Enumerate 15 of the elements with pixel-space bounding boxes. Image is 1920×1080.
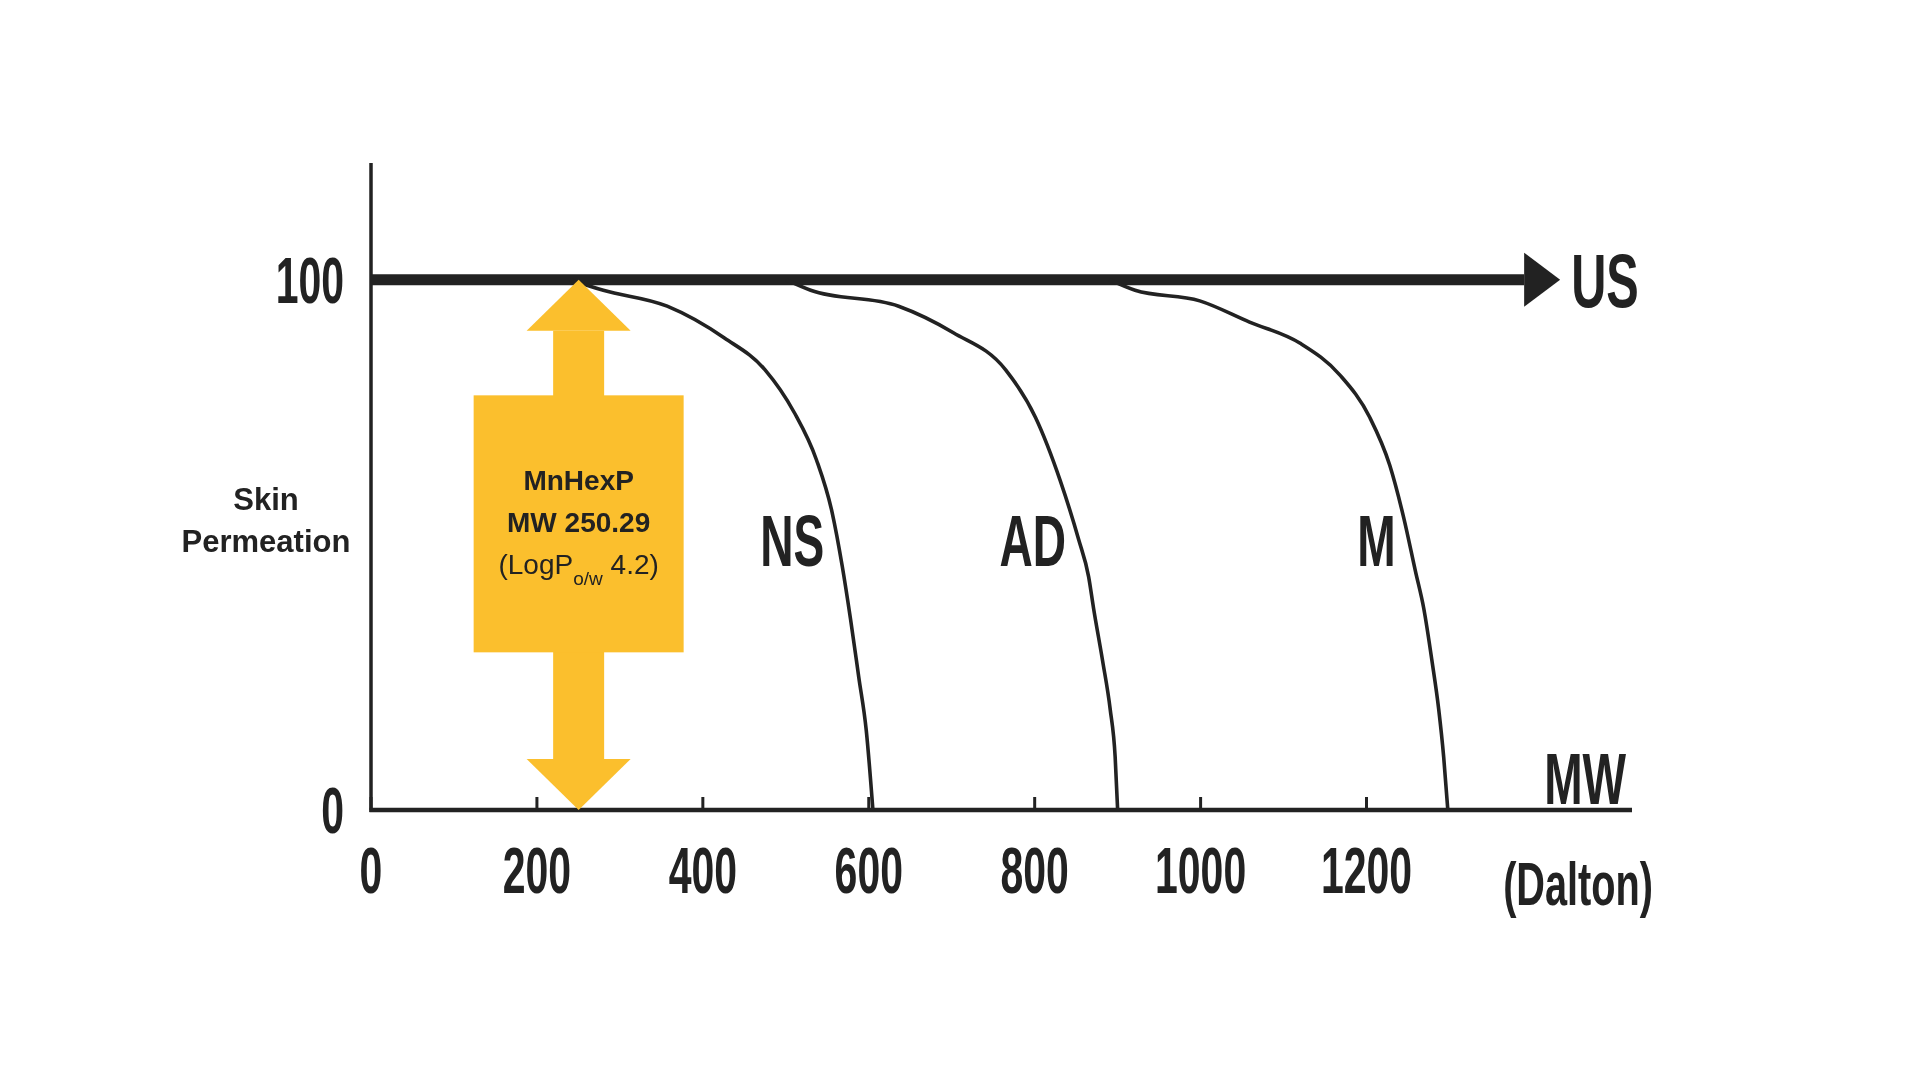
- x-axis-title: MW: [1544, 738, 1626, 820]
- x-tick-label: 400: [668, 834, 738, 907]
- x-tick-label: 200: [502, 834, 572, 907]
- series-label: AD: [999, 500, 1067, 582]
- x-tick-label: 1200: [1320, 834, 1413, 907]
- x-tick-label: 800: [1000, 834, 1069, 907]
- y-axis-title: Skin Permeation: [181, 481, 351, 559]
- series-label: US: [1571, 237, 1639, 324]
- text: (Dalton): [1503, 849, 1653, 919]
- x-tick-label: 1000: [1155, 834, 1247, 907]
- x-tick-label: 600: [834, 834, 903, 907]
- y-tick-label: 100: [275, 244, 344, 316]
- series-label: M: [1357, 500, 1396, 582]
- series-label: NS: [760, 500, 825, 582]
- ref-line-label: MnHexP MW 250.29 (LogP$_{o/w}$ 4.2): [498, 464, 659, 589]
